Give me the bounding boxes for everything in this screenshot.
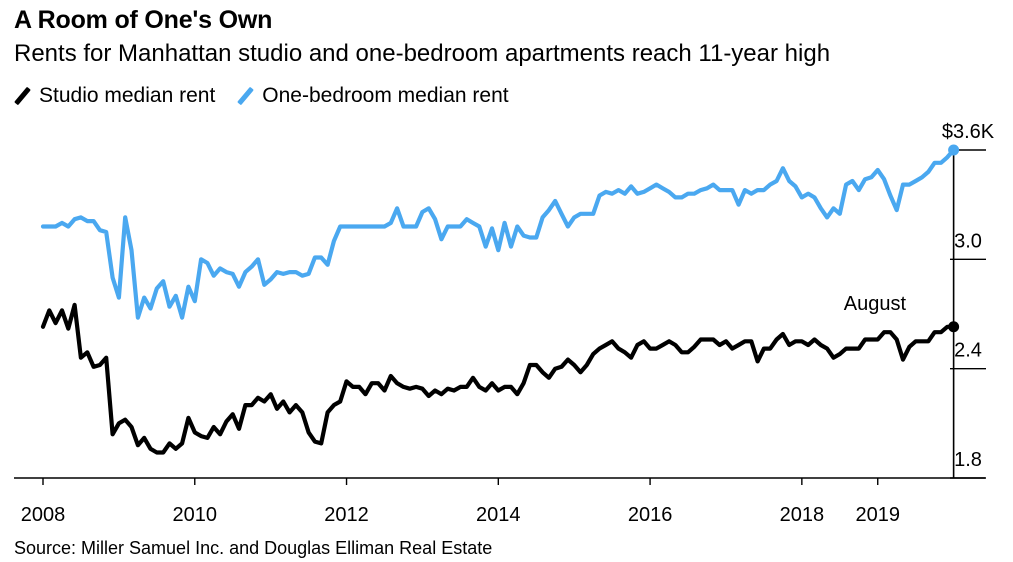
- y-tick-label: 2.4: [954, 340, 982, 362]
- x-tick-label: 2018: [780, 504, 825, 526]
- annotation-label: August: [844, 293, 907, 315]
- x-tick-label: 2010: [173, 504, 218, 526]
- legend-item-studio: Studio median rent: [14, 84, 215, 108]
- legend: Studio median rent One-bedroom median re…: [14, 84, 531, 108]
- x-tick-label: 2008: [21, 504, 66, 526]
- x-tick-label: 2016: [628, 504, 673, 526]
- studio-line: [40, 302, 956, 455]
- x-tick-label: 2012: [324, 504, 369, 526]
- y-tick-label: $3.6K: [942, 121, 995, 143]
- legend-item-one-bedroom: One-bedroom median rent: [237, 84, 509, 108]
- y-tick-label: 3.0: [954, 230, 982, 252]
- chart-title: A Room of One's Own: [14, 6, 273, 34]
- x-tick-label: 2019: [855, 504, 900, 526]
- source-note: Source: Miller Samuel Inc. and Douglas E…: [14, 538, 493, 558]
- x-tick-label: 2014: [476, 504, 521, 526]
- studio-endpoint: [948, 321, 960, 333]
- y-tick-label: 1.8: [954, 449, 982, 471]
- chart-subtitle: Rents for Manhattan studio and one-bedro…: [14, 40, 831, 67]
- legend-label-studio: Studio median rent: [39, 84, 216, 107]
- one-bedroom-endpoint: [948, 144, 960, 156]
- one-bedroom-line: [40, 147, 956, 320]
- legend-label-one-bedroom: One-bedroom median rent: [262, 84, 509, 107]
